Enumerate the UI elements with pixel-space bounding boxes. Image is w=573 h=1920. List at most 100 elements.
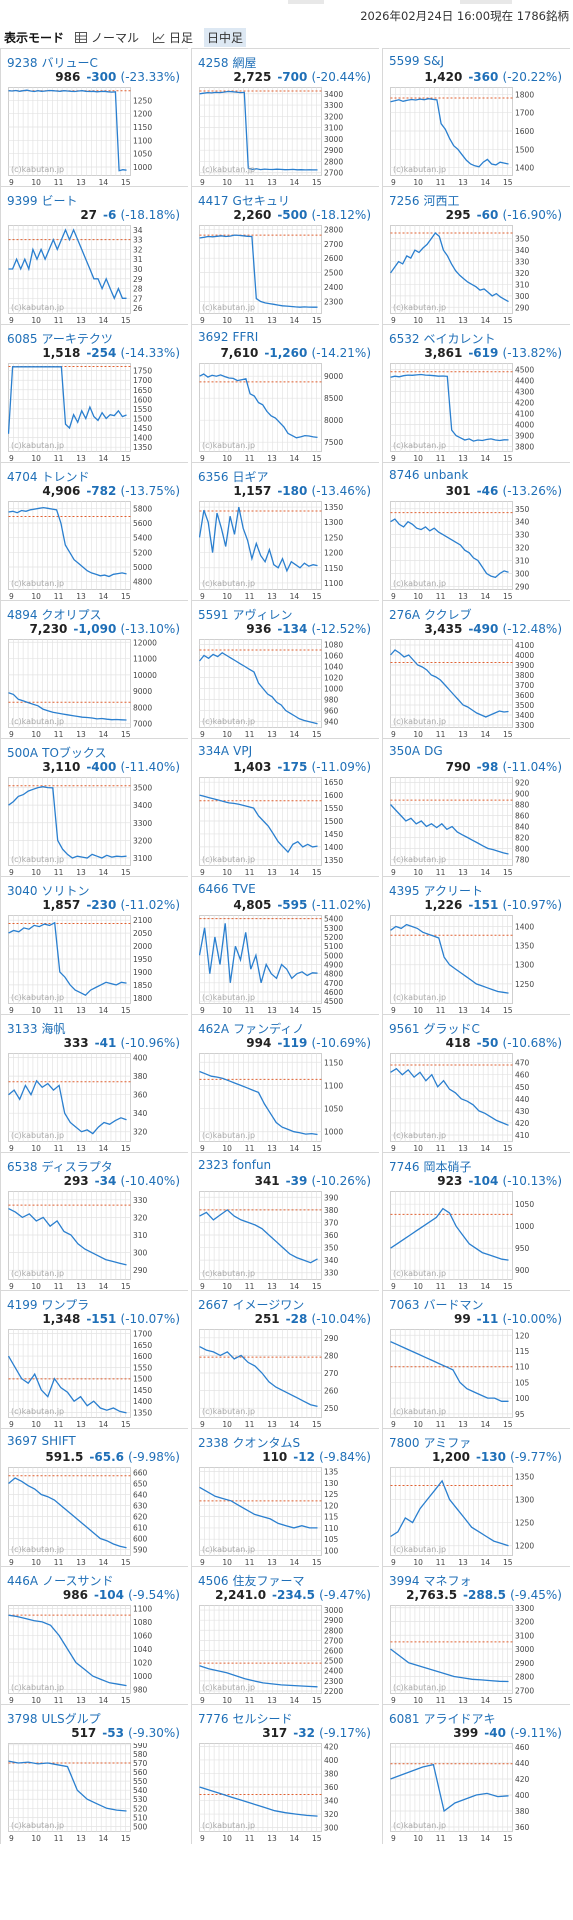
stock-name-row[interactable]: 6085 アーキテクツ — [7, 330, 113, 347]
stock-name[interactable]: アライドアキ — [423, 1712, 496, 1726]
stock-name-row[interactable]: 4258 網屋 — [198, 54, 257, 71]
stock-name[interactable]: S&J — [423, 54, 445, 68]
intraday-chart[interactable]: 5400530052005100500049004800470046004500… — [199, 915, 357, 1015]
stock-name[interactable]: ワンプラ — [41, 1298, 90, 1312]
stock-card[interactable]: 5599 S&J 1,420 -360 (-20.22%) 1800 1700 1600 15… — [382, 48, 570, 188]
stock-card[interactable]: 4395 アクリート 1,226 -151 (-10.97%) 1400 1350 1300… — [382, 876, 570, 1016]
stock-name[interactable]: 岡本硝子 — [423, 1160, 472, 1174]
stock-name-row[interactable]: 2323 fonfun — [198, 1158, 271, 1172]
stock-name[interactable]: 海帆 — [41, 1022, 66, 1036]
intraday-chart[interactable]: 3400 3300 3200 3100 3000 2900 2800 2700 9 10 11 13 1… — [199, 87, 357, 187]
stock-name[interactable]: グラッドC — [423, 1022, 480, 1036]
intraday-chart[interactable]: 420 400 380 360 340 320 300 9 10 11 13 14 15 (c)kabut… — [199, 1743, 357, 1843]
stock-name[interactable]: 住友ファーマ — [232, 1574, 305, 1588]
stock-name-row[interactable]: 5599 S&J — [389, 54, 444, 68]
stock-name[interactable]: 網屋 — [232, 56, 257, 70]
intraday-chart[interactable]: 1800 1700 1600 1500 1400 9 10 11 13 14 15 (c)kabuta… — [390, 87, 548, 187]
stock-code[interactable]: 7776 — [198, 1712, 229, 1726]
stock-code[interactable]: 9399 — [7, 194, 38, 208]
stock-code[interactable]: 4395 — [389, 884, 420, 898]
stock-card[interactable]: 4894 クオリプス 7,230 -1,090 (-13.10%) 12000 11000… — [0, 600, 188, 740]
stock-code[interactable]: 2323 — [198, 1158, 229, 1172]
stock-card[interactable]: 2667 イメージワン 251 -28 (-10.04%) 290 280 270 260 25… — [191, 1290, 379, 1430]
intraday-chart[interactable]: 350 340 330 320 310 300 290 9 10 11 13 14 15 (c)kabut… — [390, 501, 548, 601]
stock-code[interactable]: 3040 — [7, 884, 38, 898]
intraday-chart[interactable]: 1650 1600 1550 1500 1450 1400 1350 9 10 11 13 14 15 (… — [199, 777, 357, 877]
intraday-chart[interactable]: 1100 1080 1060 1040 1020 1000 980 9 10 11 13 14 15 (c… — [8, 1605, 166, 1705]
intraday-chart[interactable]: 1700 1650 1600 1550 1500 1450 1400 1350 9 10 11 13 1… — [8, 1329, 166, 1429]
intraday-chart[interactable]: 400 380 360 340 320 9 10 11 13 14 15 (c)kabutan.jp — [8, 1053, 166, 1153]
stock-name[interactable]: FFRI — [232, 330, 259, 344]
intraday-chart[interactable]: 1150 1100 1050 1000 9 10 11 13 14 15 (c)kabutan.jp — [199, 1053, 357, 1153]
stock-code[interactable]: 4704 — [7, 470, 38, 484]
stock-name[interactable]: アーキテクツ — [41, 332, 113, 346]
stock-name-row[interactable]: 4704 トレンド — [7, 468, 90, 485]
stock-name-row[interactable]: 6356 日ギア — [198, 468, 269, 485]
stock-name[interactable]: バードマン — [423, 1298, 484, 1312]
intraday-chart[interactable]: 120 115 110 105 100 95 9 10 11 13 14 15 (c)kabutan.j… — [390, 1329, 548, 1429]
stock-code[interactable]: 7746 — [389, 1160, 420, 1174]
stock-name-row[interactable]: 350A DG — [389, 744, 443, 758]
intraday-chart[interactable]: 1350 1300 1250 1200 1150 1100 9 10 11 13 14 15 (c)ka… — [199, 501, 357, 601]
stock-name-row[interactable]: 446A ノースサンド — [7, 1572, 114, 1589]
stock-name[interactable]: TVE — [232, 882, 256, 896]
stock-code[interactable]: 6466 — [198, 882, 229, 896]
intraday-chart[interactable]: 350 340 330 320 310 300 290 9 10 11 13 14 15 (c)kabut… — [390, 225, 548, 325]
stock-code[interactable]: 7800 — [389, 1436, 420, 1450]
intraday-chart[interactable]: 3300 3200 3100 3000 2900 2800 2700 9 10 11 13 14 15 (… — [390, 1605, 548, 1705]
stock-name[interactable]: 日ギア — [232, 470, 269, 484]
stock-card[interactable]: 4704 トレンド 4,906 -782 (-13.75%) 5800 5600 5400 5… — [0, 462, 188, 602]
stock-name[interactable]: アミファ — [423, 1436, 472, 1450]
stock-card[interactable]: 6538 ディスラプタ 293 -34 (-10.40%) 330 320 310 300 29… — [0, 1152, 188, 1292]
intraday-chart[interactable]: 2800 2700 2600 2500 2400 2300 9 10 11 13 14 15 (c)ka… — [199, 225, 357, 325]
stock-code[interactable]: 3697 — [7, 1434, 38, 1448]
mode-daily-button[interactable]: 日足 — [150, 28, 196, 47]
stock-card[interactable]: 6532 ベイカレント 3,861 -619 (-13.82%) 4500 4400 430… — [382, 324, 570, 464]
stock-name-row[interactable]: 2667 イメージワン — [198, 1296, 304, 1313]
stock-name-row[interactable]: 4417 Gセキュリ — [198, 192, 290, 209]
stock-card[interactable]: 4417 Gセキュリ 2,260 -500 (-18.12%) 2800 2700 2600… — [191, 186, 379, 326]
stock-name-row[interactable]: 334A VPJ — [198, 744, 252, 758]
stock-card[interactable]: 276A ククレブ 3,435 -490 (-12.48%) 4100 4000 3900 3… — [382, 600, 570, 740]
stock-name[interactable]: トレンド — [41, 470, 90, 484]
stock-name-row[interactable]: 6538 ディスラプタ — [7, 1158, 113, 1175]
stock-name[interactable]: ノースサンド — [42, 1574, 114, 1588]
stock-code[interactable]: 6356 — [198, 470, 229, 484]
intraday-chart[interactable]: 330 320 310 300 290 9 10 11 13 14 15 (c)kabutan.jp — [8, 1191, 166, 1291]
stock-name[interactable]: ベイカレント — [423, 332, 496, 346]
stock-name[interactable]: ファンディノ — [233, 1022, 305, 1036]
intraday-chart[interactable]: 460 440 420 400 380 360 9 10 11 13 14 15 (c)kabutan.… — [390, 1743, 548, 1843]
stock-card[interactable]: 350A DG 790 -98 (-11.04%) 920 900 880 860 840 820… — [382, 738, 570, 878]
stock-name-row[interactable]: 5591 アヴィレン — [198, 606, 293, 623]
stock-code[interactable]: 3133 — [7, 1022, 38, 1036]
intraday-chart[interactable]: 1400 1350 1300 1250 9 10 11 13 14 15 (c)kabutan.jp — [390, 915, 548, 1015]
stock-card[interactable]: 7256 河西工 295 -60 (-16.90%) 350 340 330 320 310 30… — [382, 186, 570, 326]
intraday-chart[interactable]: 1250 1200 1150 1100 1050 1000 9 10 11 13 14 15 (c)ka… — [8, 87, 166, 187]
stock-name-row[interactable]: 9399 ビート — [7, 192, 78, 209]
stock-card[interactable]: 7800 アミファ 1,200 -130 (-9.77%) 1350 1300 1250 12… — [382, 1428, 570, 1568]
stock-card[interactable]: 3692 FFRI 7,610 -1,260 (-14.21%) 9000 8500 800… — [191, 324, 379, 464]
stock-code[interactable]: 4506 — [198, 1574, 229, 1588]
stock-name[interactable]: Gセキュリ — [232, 194, 290, 208]
stock-code[interactable]: 462A — [198, 1022, 230, 1036]
stock-code[interactable]: 2667 — [198, 1298, 229, 1312]
stock-name-row[interactable]: 9238 バリューC — [7, 54, 98, 71]
stock-code[interactable]: 500A — [7, 746, 39, 760]
stock-name[interactable]: マネフォ — [423, 1574, 472, 1588]
stock-name[interactable]: イメージワン — [232, 1298, 305, 1312]
stock-name-row[interactable]: 9561 グラッドC — [389, 1020, 480, 1037]
stock-name-row[interactable]: 6532 ベイカレント — [389, 330, 496, 347]
stock-name-row[interactable]: 6466 TVE — [198, 882, 256, 896]
stock-code[interactable]: 350A — [389, 744, 421, 758]
stock-name-row[interactable]: 2338 クオンタムS — [198, 1434, 300, 1451]
stock-card[interactable]: 7746 岡本硝子 923 -104 (-10.13%) 1050 1000 950 900 9… — [382, 1152, 570, 1292]
stock-card[interactable]: 446A ノースサンド 986 -104 (-9.54%) 1100 1080 1060 10… — [0, 1566, 188, 1706]
stock-name-row[interactable]: 276A ククレブ — [389, 606, 472, 623]
stock-name[interactable]: 河西工 — [423, 194, 460, 208]
intraday-chart[interactable]: 12000 11000 10000 9000 8000 7000 9 10 11 13 14 15 (c… — [8, 639, 166, 739]
stock-name-row[interactable]: 500A TOブックス — [7, 744, 107, 761]
